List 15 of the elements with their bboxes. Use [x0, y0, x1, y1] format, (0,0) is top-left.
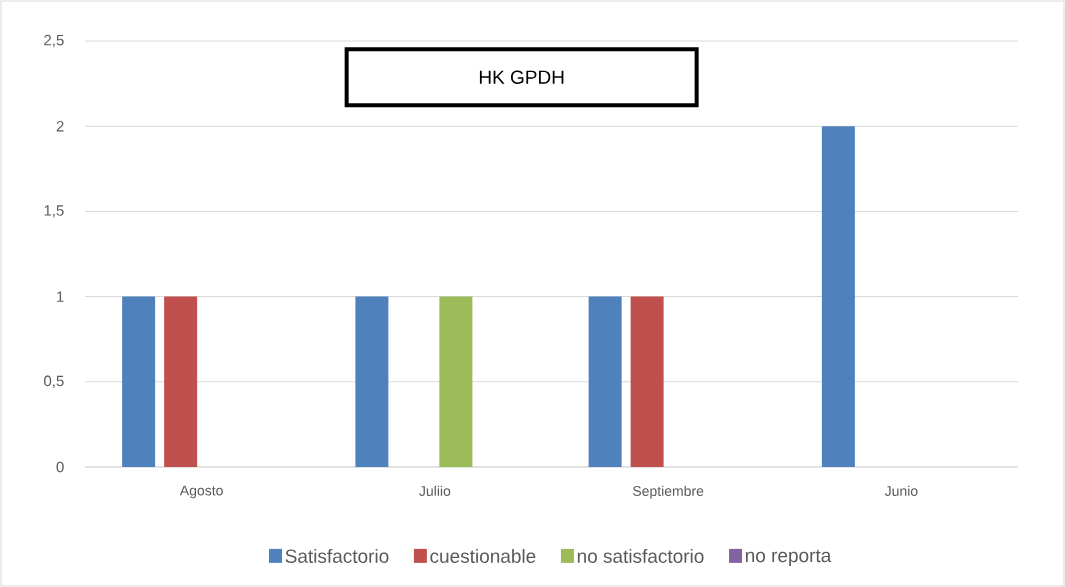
y-tick-label: 1,5 [44, 205, 64, 218]
y-tick-label: 2 [56, 120, 64, 132]
y-tick-label: 0,5 [44, 375, 64, 388]
x-tick-label: Septiembre [632, 485, 704, 499]
y-tick-label: 0 [56, 461, 64, 473]
legend-label: cuestionable [430, 548, 536, 563]
y-tick-label: 1 [57, 291, 64, 302]
x-tick-label: Junio [884, 485, 918, 496]
x-tick-label: Juliio [419, 485, 451, 496]
legend-label: no reporta [745, 549, 832, 566]
y-tick-label: 2,5 [44, 34, 64, 48]
x-tick-label: Agosto [179, 485, 223, 499]
legend-label: no satisfactorio [577, 548, 704, 563]
text: HK GPDH [479, 70, 564, 84]
legend-label: Satisfactorio [285, 548, 389, 563]
